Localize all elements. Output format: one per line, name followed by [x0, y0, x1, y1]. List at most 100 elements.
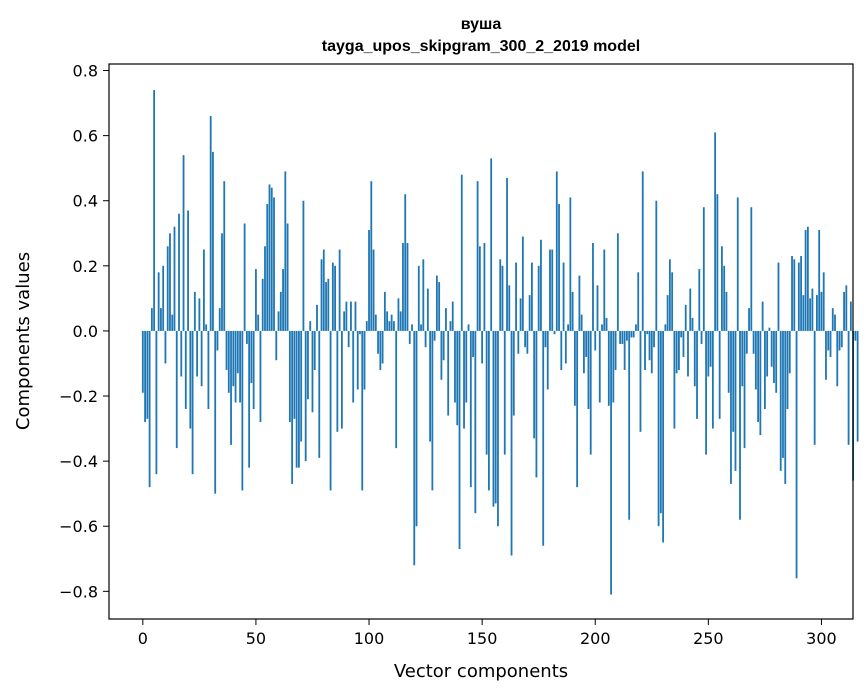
bar-116 — [404, 194, 407, 331]
bar-170 — [526, 330, 529, 354]
bar-303 — [827, 330, 830, 351]
bar-308 — [838, 330, 841, 351]
bar-115 — [402, 243, 404, 331]
bar-149 — [478, 246, 481, 331]
bar-313 — [849, 301, 852, 331]
bar-230 — [662, 330, 664, 543]
bar-45 — [243, 223, 246, 331]
bar-173 — [533, 330, 536, 439]
bar-199 — [592, 243, 594, 331]
bar-31 — [212, 151, 214, 331]
bar-20 — [187, 210, 189, 331]
bar-145 — [469, 330, 472, 488]
bar-96 — [359, 330, 361, 335]
bar-153 — [488, 330, 490, 491]
bar-184 — [558, 203, 560, 331]
bar-43 — [239, 330, 241, 403]
bar-155 — [492, 330, 495, 507]
bar-222 — [644, 330, 646, 370]
x-tick-label: 300 — [806, 629, 837, 648]
x-tick-label: 0 — [138, 629, 148, 648]
bar-209 — [614, 330, 617, 370]
bar-162 — [508, 285, 511, 331]
bar-257 — [723, 265, 726, 331]
bar-304 — [829, 330, 832, 357]
bar-33 — [216, 330, 219, 351]
bar-23 — [193, 291, 196, 331]
bar-243 — [691, 317, 694, 331]
y-tick-label: −0.8 — [59, 582, 98, 601]
bar-1 — [144, 330, 146, 423]
bar-10 — [164, 330, 167, 364]
bar-90 — [345, 301, 348, 331]
bar-109 — [388, 321, 391, 331]
bar-87 — [338, 249, 341, 331]
bar-126 — [426, 288, 429, 331]
bar-215 — [628, 330, 631, 520]
bar-101 — [370, 181, 373, 331]
bar-196 — [585, 330, 588, 357]
bar-183 — [555, 171, 558, 331]
bar-219 — [637, 272, 640, 331]
bar-80 — [322, 249, 325, 331]
x-tick-label: 200 — [580, 629, 611, 648]
bar-76 — [313, 330, 316, 370]
bar-301 — [822, 272, 825, 331]
bar-197 — [587, 330, 590, 410]
bar-7 — [157, 272, 160, 331]
bar-56 — [268, 184, 271, 331]
bar-299 — [818, 230, 821, 331]
chart-subtitle: tayga_upos_skipgram_300_2_2019 model — [322, 38, 640, 55]
bar-138 — [454, 330, 456, 403]
bar-178 — [544, 330, 547, 348]
bar-273 — [759, 330, 762, 436]
bar-290 — [797, 262, 800, 331]
y-tick-label: 0.6 — [73, 127, 98, 146]
bar-91 — [347, 330, 350, 348]
bar-110 — [390, 314, 393, 331]
bar-202 — [598, 330, 601, 403]
bar-3 — [148, 330, 151, 488]
bar-24 — [196, 330, 199, 377]
bar-167 — [519, 298, 522, 331]
bar-244 — [693, 330, 696, 387]
bar-49 — [252, 330, 255, 410]
bar-65 — [288, 330, 291, 423]
x-tick-label: 50 — [246, 629, 266, 648]
bar-35 — [221, 233, 223, 331]
bar-252 — [711, 330, 714, 429]
bar-203 — [601, 324, 603, 331]
bar-169 — [524, 330, 527, 348]
bar-276 — [766, 330, 769, 377]
bar-94 — [354, 301, 357, 331]
bar-152 — [485, 330, 488, 455]
x-tick-label: 100 — [354, 629, 385, 648]
bar-208 — [612, 330, 615, 403]
bar-270 — [752, 330, 755, 354]
bar-9 — [162, 265, 165, 331]
bar-186 — [562, 262, 565, 331]
bar-234 — [671, 272, 674, 331]
bar-281 — [777, 262, 780, 331]
bar-236 — [675, 330, 678, 374]
bar-130 — [435, 275, 438, 331]
bar-287 — [791, 256, 793, 331]
bar-11 — [166, 246, 169, 331]
bar-13 — [171, 314, 174, 331]
bar-128 — [431, 330, 434, 491]
bar-84 — [331, 262, 334, 331]
bar-57 — [270, 187, 273, 331]
bar-283 — [782, 330, 784, 458]
bar-171 — [528, 295, 531, 331]
x-axis-ticks: 0 50 100 150 200 250 300 — [138, 619, 837, 648]
bar-210 — [616, 233, 619, 331]
bar-305 — [831, 308, 834, 331]
bar-139 — [456, 330, 459, 426]
bar-241 — [687, 330, 689, 377]
bar-141 — [460, 174, 463, 331]
bar-242 — [689, 288, 692, 331]
x-tick-label: 150 — [467, 629, 498, 648]
bar-182 — [553, 330, 556, 335]
bar-81 — [325, 282, 327, 331]
bar-289 — [795, 330, 798, 579]
